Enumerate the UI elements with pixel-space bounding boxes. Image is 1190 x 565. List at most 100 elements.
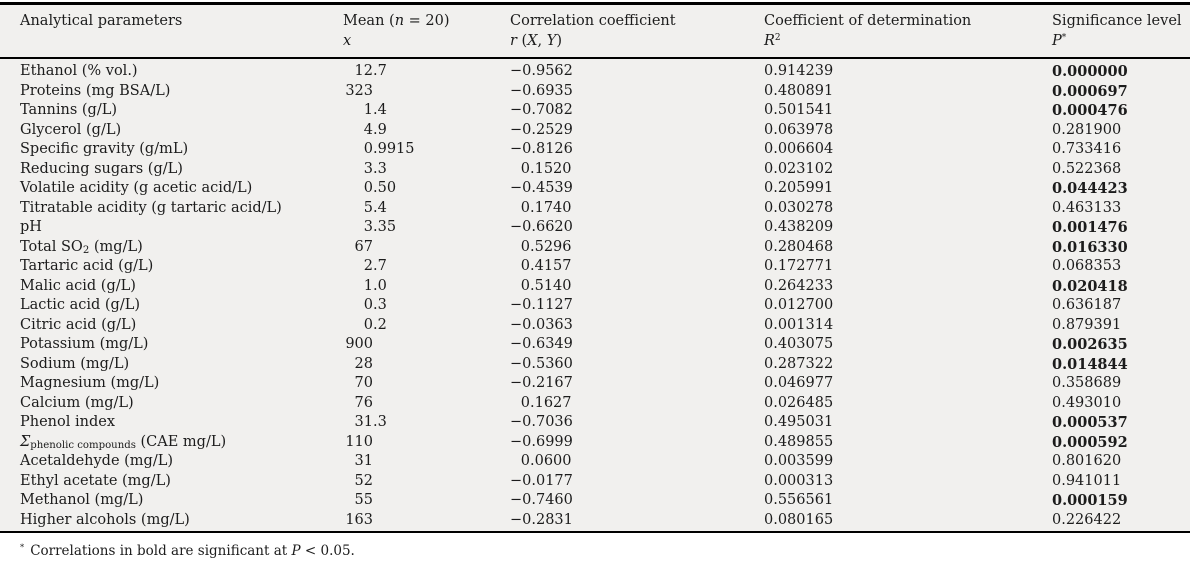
numeric-value: −0.2831 [510,511,573,528]
table-row: Methanol (mg/L) 55 −0.7460 0.556561 0.000159 [0,491,1190,511]
column-header-line2: P* [1052,32,1067,49]
param-cell: Glycerol (g/L) [20,121,122,138]
column-header-line1: Analytical parameters [20,13,183,29]
column-header-line2: r (X, Y) [510,32,563,49]
determination-cell: 0.495031 [764,414,834,430]
numeric-value: 0.0600 [520,453,572,469]
numeric-value: 5.4 [363,199,387,216]
numeric-value: 0.50 [363,180,397,196]
numeric-value: −0.4539 [510,180,573,196]
numeric-value: 1.4 [363,102,387,118]
table-row: Reducing sugars (g/L) 3.3 0.1520 0.023102 0.… [0,160,1190,180]
determination-cell: 0.914239 [764,63,834,79]
correlation-cell: 0.1520 [510,160,764,180]
determination-cell: 0.001314 [764,316,834,333]
table-row: Tannins (g/L) 1.4 −0.7082 0.501541 0.000476 [0,101,1190,121]
mean-cell: 110 [343,433,510,453]
numeric-value: −0.7460 [510,492,573,508]
table-header: Analytical parameters Mean (n = 20) x Co… [0,5,1190,59]
table-row: Total SO2 (mg/L) 67 0.5296 0.280468 0.016330 [0,238,1190,258]
correlation-cell: −0.0177 [510,472,764,492]
mean-cell: 31 [343,452,510,472]
param-cell: pH [20,219,42,235]
numeric-value: 0.3 [363,297,387,313]
significance-cell: 0.941011 [1052,472,1122,489]
numeric-value: −0.6349 [510,336,573,352]
table-row: Ethyl acetate (mg/L) 52 −0.0177 0.000313 0.9… [0,472,1190,492]
table-row: Lactic acid (g/L) 0.3 −0.1127 0.012700 0.636… [0,296,1190,316]
numeric-value: 3.35 [363,219,397,235]
determination-cell: 0.063978 [764,121,834,138]
significance-cell: 0.000159 [1052,492,1128,509]
param-cell: Specific gravity (g/mL) [20,141,189,157]
numeric-value: −0.6620 [510,219,573,235]
determination-cell: 0.012700 [764,297,834,313]
significance-cell: 0.001476 [1052,219,1128,236]
correlation-cell: −0.5360 [510,355,764,375]
significance-cell: 0.000592 [1052,433,1128,451]
numeric-value: −0.6999 [510,433,573,450]
numeric-value: −0.7082 [510,102,573,118]
mean-cell: 323 [343,82,510,102]
mean-cell: 0.3 [343,296,510,316]
significance-cell: 0.000537 [1052,414,1128,431]
param-cell: Magnesium (mg/L) [20,375,160,391]
column-header-analytical-parameters: Analytical parameters [0,12,343,51]
determination-cell: 0.172771 [764,258,834,274]
mean-cell: 2.7 [343,257,510,277]
mean-cell: 3.3 [343,160,510,180]
table-row: Acetaldehyde (mg/L) 31 0.0600 0.003599 0.801… [0,452,1190,472]
correlation-cell: 0.1740 [510,199,764,219]
param-cell: Calcium (mg/L) [20,394,134,411]
correlation-cell: −0.7082 [510,101,764,121]
significance-cell: 0.020418 [1052,277,1128,295]
param-cell: Total SO2 (mg/L) [20,238,143,256]
numeric-value: 2.7 [363,258,387,274]
correlation-cell: 0.1627 [510,394,764,414]
numeric-value: 1.0 [363,277,387,294]
param-cell: Malic acid (g/L) [20,277,136,294]
numeric-value: −0.7036 [510,414,573,430]
significance-cell: 0.068353 [1052,258,1122,274]
param-cell: Ethyl acetate (mg/L) [20,472,171,489]
determination-cell: 0.006604 [764,141,834,157]
param-cell: Titratable acidity (g tartaric acid/L) [20,199,282,216]
numeric-value: 110 [345,433,373,450]
significance-cell: 0.002635 [1052,336,1128,353]
mean-cell: 12.7 [343,62,510,82]
significance-cell: 0.016330 [1052,238,1128,256]
mean-cell: 67 [343,238,510,258]
numeric-value: 70 [354,375,373,391]
param-cell: Methanol (mg/L) [20,492,144,508]
determination-cell: 0.264233 [764,277,834,294]
param-cell: Tannins (g/L) [20,102,118,118]
significance-cell: 0.636187 [1052,297,1122,313]
significance-cell: 0.463133 [1052,199,1122,216]
table-row: Calcium (mg/L) 76 0.1627 0.026485 0.493010 [0,394,1190,414]
determination-cell: 0.501541 [764,102,834,118]
table-row: Ethanol (% vol.) 12.7 −0.9562 0.914239 0.000… [0,62,1190,82]
numeric-value: 0.1520 [520,160,572,177]
determination-cell: 0.480891 [764,82,834,99]
correlation-cell: −0.8126 [510,140,764,160]
correlation-cell: 0.5140 [510,277,764,297]
determination-cell: 0.280468 [764,238,834,255]
numeric-value: 3.3 [363,160,387,177]
numeric-value: 0.1627 [520,394,572,411]
param-cell: Proteins (mg BSA/L) [20,82,171,99]
determination-cell: 0.403075 [764,336,834,352]
correlation-cell: −0.2167 [510,374,764,394]
numeric-value: −0.5360 [510,355,573,372]
numeric-value: 0.2 [363,316,387,333]
significance-cell: 0.879391 [1052,316,1122,333]
param-cell: Reducing sugars (g/L) [20,160,183,177]
table-body: Ethanol (% vol.) 12.7 −0.9562 0.914239 0.000… [0,59,1190,531]
significance-cell: 0.044423 [1052,180,1128,197]
param-cell: Volatile acidity (g acetic acid/L) [20,180,253,196]
determination-cell: 0.080165 [764,511,834,528]
numeric-value: −0.1127 [510,297,573,313]
correlation-cell: −0.6620 [510,218,764,238]
param-cell: Higher alcohols (mg/L) [20,511,190,528]
correlation-cell: −0.6999 [510,433,764,453]
correlation-cell: 0.5296 [510,238,764,258]
